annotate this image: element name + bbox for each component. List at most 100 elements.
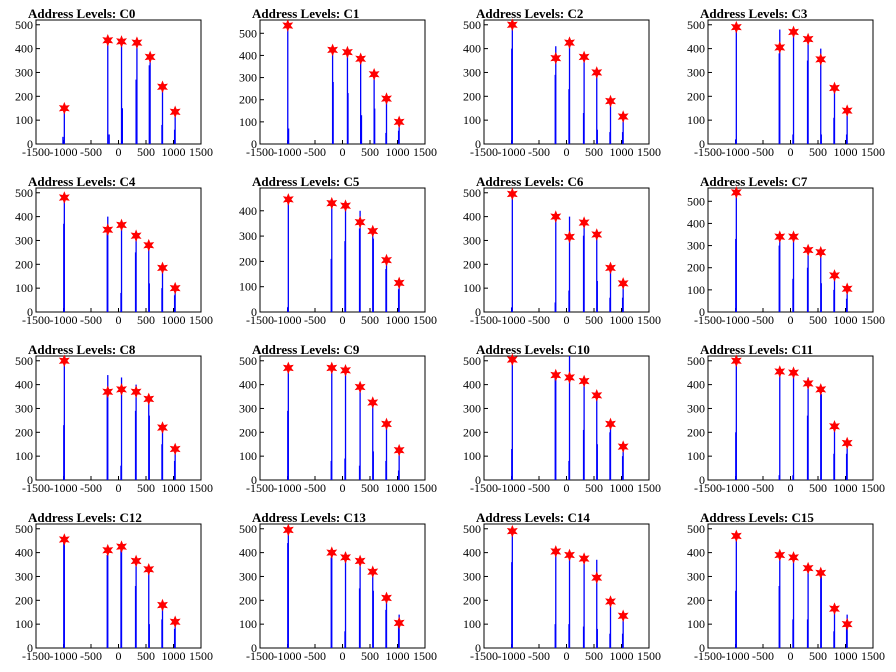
x-tick-label: 1000 (610, 481, 634, 495)
x-tick-label: 0 (788, 313, 794, 327)
plot-frame (35, 523, 202, 649)
peak-marker (340, 551, 351, 564)
y-tick-label: 500 (687, 194, 705, 208)
x-tick-label: -1000 (50, 649, 78, 663)
y-tick-label: 400 (687, 42, 705, 56)
y-tick-label: 100 (463, 281, 481, 295)
y-tick-label: 100 (687, 449, 705, 463)
peak-marker (506, 353, 518, 366)
y-tick-label: 400 (687, 546, 705, 560)
y-tick-label: 400 (15, 42, 33, 56)
y-tick-label: 200 (687, 593, 705, 607)
peak-marker (550, 51, 562, 65)
peak-marker (58, 101, 70, 115)
x-tick-label: 1500 (413, 481, 437, 495)
chart-title: Address Levels: C3 (700, 6, 808, 21)
x-tick-label: -500 (304, 481, 326, 495)
y-tick-label: 400 (687, 378, 705, 392)
y-tick-label: 400 (463, 546, 481, 560)
chart-panel-10: Address Levels: C10 0 100 200 300 400 500 -1500… (463, 342, 661, 495)
x-tick-label: 1000 (610, 313, 634, 327)
peak-marker (340, 364, 351, 377)
chart-panel-1: Address Levels: C10100200300400500-1500-… (239, 6, 437, 159)
y-tick-label: 0 (699, 641, 705, 655)
y-tick-label: 500 (239, 26, 257, 40)
x-tick-label: -1500 (22, 313, 50, 327)
peak-marker (143, 392, 155, 406)
x-tick-label: -1000 (498, 145, 526, 159)
x-tick-label: -500 (80, 481, 102, 495)
x-tick-label: 0 (564, 649, 570, 663)
peak-marker (393, 616, 405, 630)
peak-marker (829, 602, 840, 615)
y-tick-label: 400 (239, 204, 257, 218)
chart-title: Address Levels: C15 (700, 510, 814, 525)
x-tick-label: 0 (788, 649, 794, 663)
peak-marker (157, 80, 168, 94)
x-tick-label: -500 (528, 313, 550, 327)
x-tick-label: 1500 (861, 649, 885, 663)
x-tick-label: -1500 (246, 649, 274, 663)
peak-marker (381, 253, 392, 267)
x-tick-label: 500 (585, 313, 603, 327)
y-tick-label: 0 (251, 305, 257, 319)
x-tick-label: 0 (340, 481, 346, 495)
x-tick-label: -1500 (694, 481, 722, 495)
x-tick-label: 1000 (162, 649, 186, 663)
peak-marker (815, 566, 827, 580)
y-tick-label: 200 (463, 89, 481, 103)
peak-marker (815, 383, 827, 396)
x-tick-label: 0 (116, 649, 122, 663)
y-tick-label: 400 (15, 546, 33, 560)
x-tick-label: 1500 (861, 145, 885, 159)
chart-title: Address Levels: C7 (700, 174, 808, 189)
y-tick-label: 500 (687, 18, 705, 32)
chart-title: Address Levels: C4 (28, 174, 136, 189)
x-tick-label: -1500 (470, 649, 498, 663)
x-tick-label: 500 (809, 481, 827, 495)
plot-frame (483, 19, 650, 145)
y-tick-label: 300 (463, 401, 481, 415)
x-tick-label: 0 (116, 481, 122, 495)
x-tick-label: 0 (116, 313, 122, 327)
x-tick-label: 0 (340, 145, 346, 159)
x-tick-label: -1500 (694, 313, 722, 327)
x-tick-label: -1000 (50, 313, 78, 327)
x-tick-label: -1000 (498, 649, 526, 663)
x-tick-label: 500 (585, 649, 603, 663)
y-tick-label: 200 (687, 425, 705, 439)
x-tick-label: 1000 (610, 145, 634, 159)
chart-title: Address Levels: C5 (252, 174, 360, 189)
peak-marker (788, 230, 799, 244)
y-tick-label: 100 (15, 449, 33, 463)
x-tick-label: 1000 (834, 481, 858, 495)
x-tick-label: -500 (528, 481, 550, 495)
x-tick-label: 500 (585, 145, 603, 159)
peak-marker (730, 354, 742, 368)
y-tick-label: 200 (687, 89, 705, 103)
x-tick-label: -1000 (498, 481, 526, 495)
peak-marker (58, 191, 70, 204)
x-tick-label: 500 (361, 481, 379, 495)
x-tick-label: 0 (116, 145, 122, 159)
x-tick-label: 500 (585, 481, 603, 495)
chart-panel-0: Address Levels: C00100200300400500-1500-… (15, 6, 213, 159)
peak-marker (506, 18, 518, 32)
y-tick-label: 300 (463, 569, 481, 583)
x-tick-label: -1500 (246, 313, 274, 327)
x-tick-label: 1000 (834, 313, 858, 327)
peak-marker (550, 210, 562, 223)
peak-marker (169, 105, 181, 119)
x-tick-label: -1000 (498, 313, 526, 327)
peak-marker (157, 261, 168, 275)
y-tick-label: 200 (463, 425, 481, 439)
peak-marker (788, 366, 799, 380)
y-tick-label: 200 (463, 257, 481, 271)
y-tick-label: 400 (239, 378, 257, 392)
peak-marker (326, 361, 338, 375)
chart-panel-4: Address Levels: C40100200300400500-1500-… (15, 174, 213, 327)
y-tick-label: 500 (239, 354, 257, 368)
peak-marker (130, 554, 142, 568)
y-tick-label: 200 (239, 425, 257, 439)
y-tick-label: 400 (687, 216, 705, 230)
